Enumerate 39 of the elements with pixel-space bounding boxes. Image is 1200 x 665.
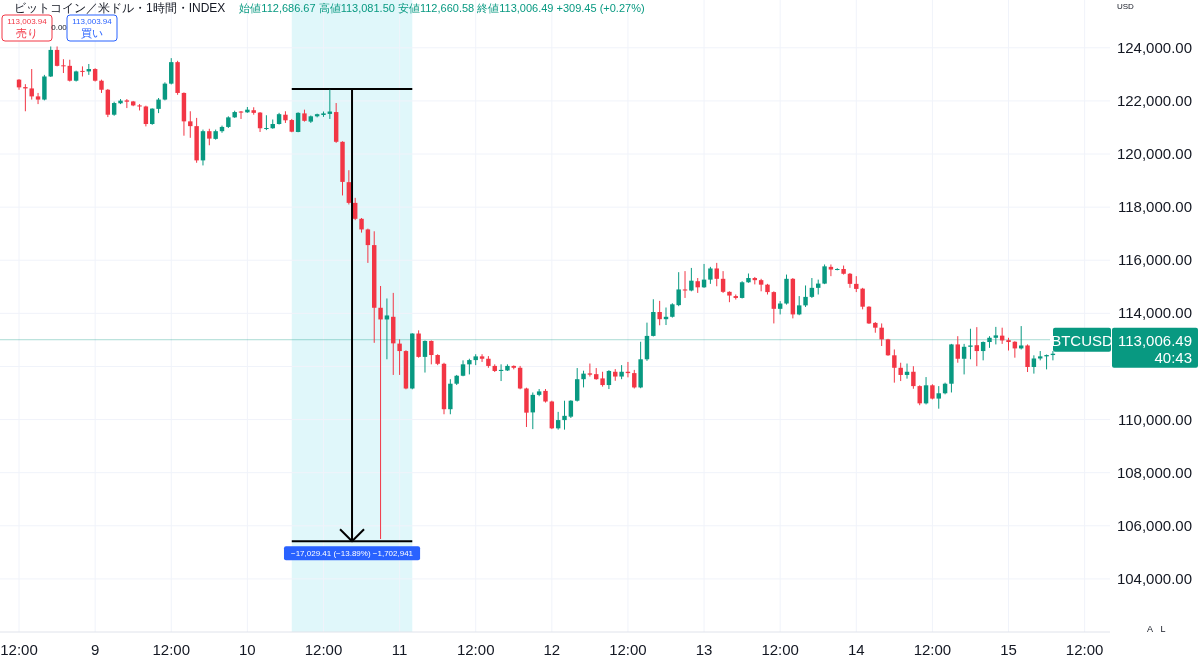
x-tick-label: 10 — [239, 641, 256, 658]
x-tick-label: 15 — [1000, 641, 1017, 658]
annotation: 113,003.94 — [72, 17, 113, 26]
annotation: −17,029.41 (−13.89%) −1,702,941 — [283, 546, 421, 561]
x-tick-label: 13 — [695, 641, 713, 658]
annotation: 0.00 — [51, 23, 67, 32]
annotation: L — [1160, 624, 1166, 634]
chart-title: ビットコイン／米ドル・1時間・INDEX — [14, 1, 226, 15]
y-tick-label: 106,000.00 — [1116, 516, 1192, 534]
y-tick-label: 122,000.00 — [1116, 91, 1192, 109]
y-tick-label: 104,000.00 — [1116, 569, 1192, 587]
annotation: 売り — [16, 27, 38, 39]
x-tick-label: 12:00 — [456, 641, 495, 658]
x-tick-label: 12 — [543, 641, 561, 658]
x-tick-label: 12:00 — [913, 641, 952, 658]
annotation: A — [1147, 624, 1153, 634]
x-tick-label: 11 — [391, 641, 408, 658]
y-tick-label: 113,006.49 — [1118, 331, 1192, 349]
y-tick-label: 118,000.00 — [1118, 198, 1192, 216]
x-tick-label: 14 — [847, 641, 865, 658]
y-tick-label: 124,000.00 — [1116, 38, 1192, 56]
y-tick-label: 110,000.00 — [1118, 410, 1192, 428]
y-tick-label: 114,000.00 — [1118, 304, 1192, 322]
x-tick-label: 12:00 — [1065, 641, 1104, 658]
x-tick-label: 12:00 — [152, 641, 191, 658]
x-tick-label: 12:00 — [761, 641, 799, 658]
x-tick-label: 12:00 — [609, 641, 647, 658]
chart-subtitle: 始値112,686.67 高値113,081.50 安値112,660.58 終値113,006.49 +309.45 (+0.27%) — [239, 2, 645, 14]
x-tick-label: 9 — [90, 641, 100, 658]
annotation: −17,029.41 (−13.89%) −1,702,941 — [290, 549, 414, 559]
annotation: 113,003.94 — [7, 17, 48, 26]
annotation: USD — [1117, 2, 1134, 11]
x-tick-label: 12:00 — [304, 641, 343, 658]
annotation: 買い — [81, 27, 103, 39]
annotation: 40:43 — [1154, 348, 1192, 366]
y-tick-label: 120,000.00 — [1116, 145, 1192, 163]
y-tick-label: 108,000.00 — [1116, 463, 1192, 481]
y-tick-label: 116,000.00 — [1118, 251, 1192, 269]
x-tick-label: 12:00 — [0, 641, 38, 658]
